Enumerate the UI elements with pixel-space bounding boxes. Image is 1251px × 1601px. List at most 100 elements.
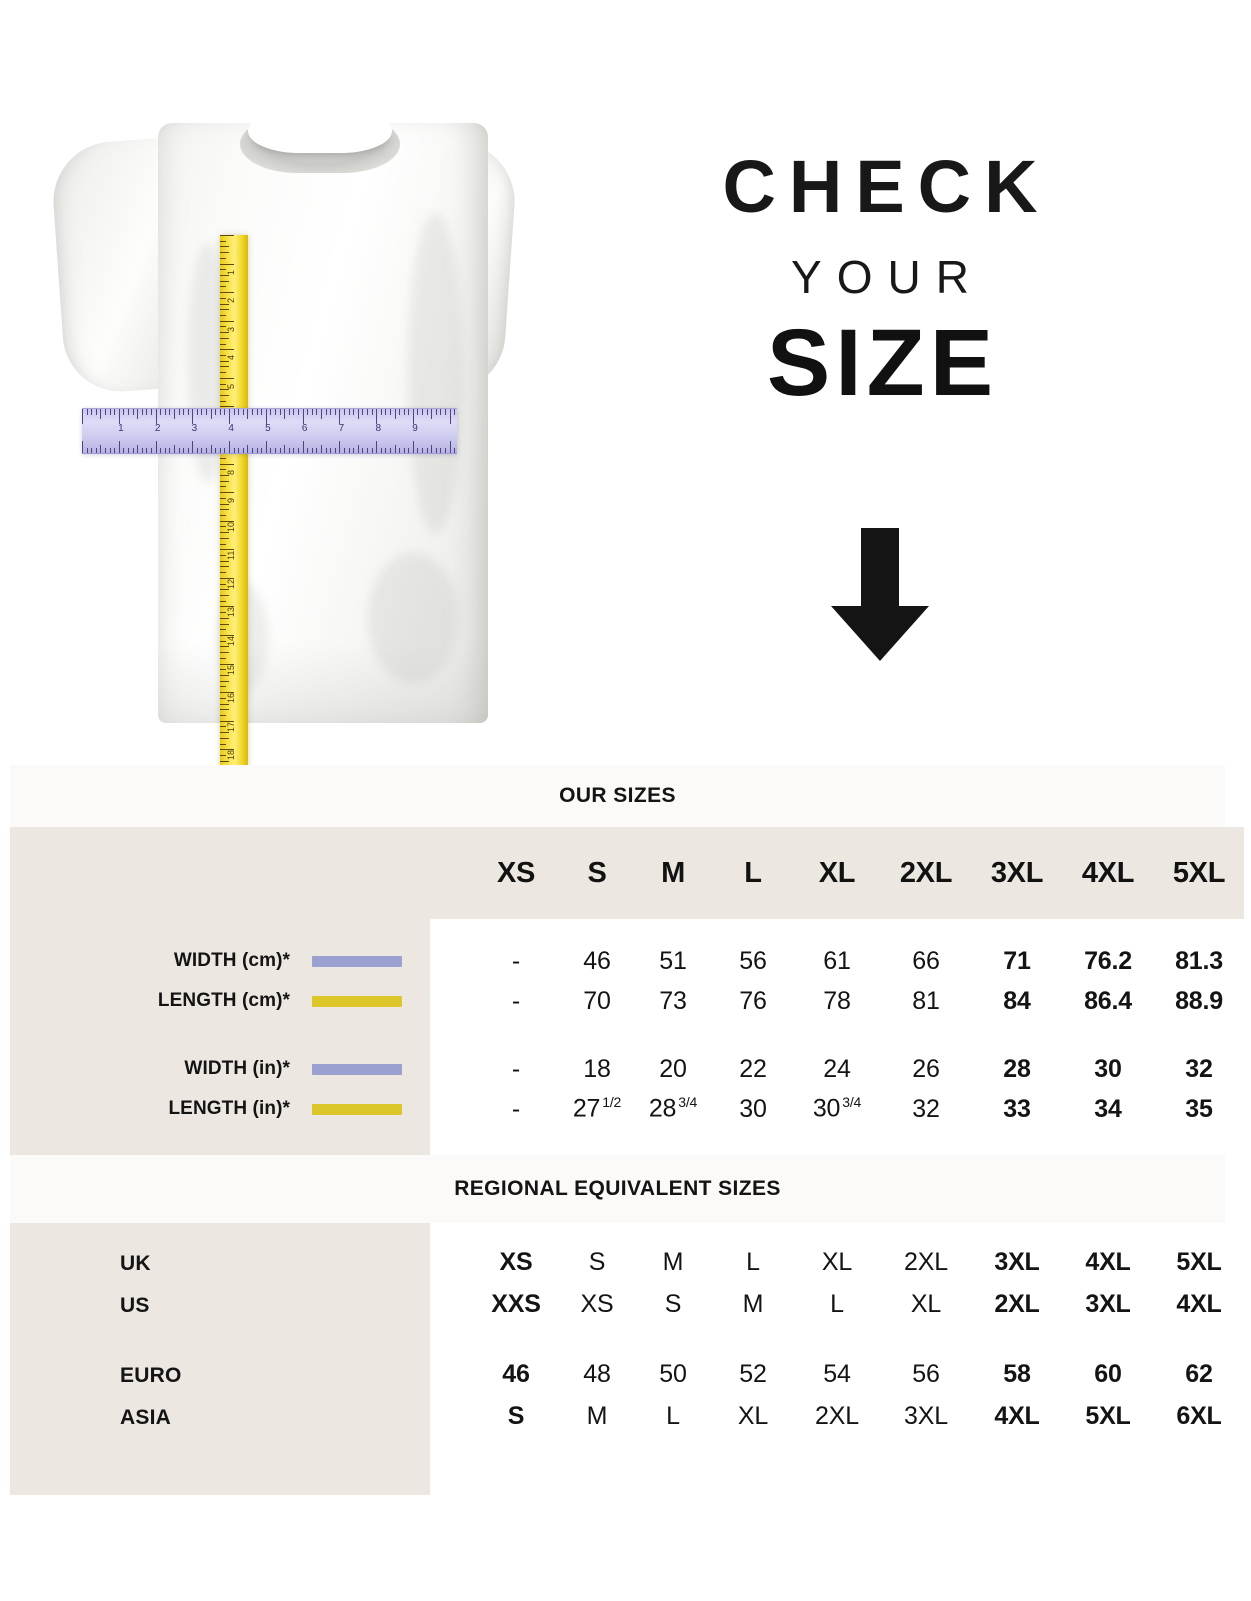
region-cell: 54 <box>823 1359 851 1388</box>
region-cell: 4XL <box>994 1401 1040 1430</box>
measurements-block: WIDTH (cm)* LENGTH (cm)* WIDTH (in)* LENGTH… <box>10 919 1244 1155</box>
region-cell: 62 <box>1185 1359 1213 1388</box>
measurement-cell: 56 <box>739 946 767 975</box>
ruler-number: 4 <box>228 423 234 434</box>
ruler-number: 9 <box>412 423 418 434</box>
region-cell: 2XL <box>994 1289 1040 1318</box>
ruler-number: 1 <box>118 423 124 434</box>
region-cell: 2XL <box>904 1247 948 1276</box>
region-cell: XL <box>910 1289 942 1318</box>
measurement-cell: 24 <box>823 1054 851 1083</box>
section-title-regional: REGIONAL EQUIVALENT SIZES <box>10 1155 1225 1223</box>
region-cell: XXS <box>491 1289 541 1318</box>
regional-block: UK US EURO ASIA XS S M L XL 2XL 3XL 4XL 5XL XXS XS S M L… <box>10 1223 1244 1495</box>
tape-number: 14 <box>226 635 236 646</box>
measurement-cell: 78 <box>823 986 851 1015</box>
region-label-euro: EURO <box>120 1364 182 1387</box>
region-cell: L <box>746 1247 760 1276</box>
region-cell: 6XL <box>1176 1401 1222 1430</box>
arrow-down-icon <box>831 528 929 661</box>
tshirt-collar-inner <box>248 109 392 153</box>
ruler-number: 7 <box>338 423 345 434</box>
measurement-cell: 33 <box>1003 1094 1031 1123</box>
ruler-number: 5 <box>265 423 271 434</box>
tape-number: 13 <box>226 607 236 618</box>
measurement-label-text: WIDTH (in)* <box>184 1058 290 1079</box>
measurement-cell: 76 <box>739 986 767 1015</box>
tape-number: 18 <box>226 750 236 761</box>
region-cell: 50 <box>659 1359 687 1388</box>
measurement-cell: 66 <box>912 946 940 975</box>
section-title-our-sizes: OUR SIZES <box>10 765 1225 827</box>
tape-number: 8 <box>226 469 236 475</box>
ruler-number: 3 <box>191 423 198 434</box>
measurement-cell: - <box>511 946 521 975</box>
region-cell: 5XL <box>1176 1247 1222 1276</box>
region-cell: M <box>742 1289 764 1318</box>
measurement-cell: 18 <box>583 1054 611 1083</box>
measurement-cell: 70 <box>583 986 611 1015</box>
measurement-label-column: WIDTH (cm)* LENGTH (cm)* WIDTH (in)* LENGTH… <box>10 919 430 1155</box>
tape-number: 16 <box>226 693 236 704</box>
region-value-row: XS S M L XL 2XL 3XL 4XL 5XL <box>430 1241 1244 1283</box>
size-column-header-4xl: 4XL <box>1081 856 1135 889</box>
tape-number: 12 <box>226 578 236 589</box>
region-value-gap <box>430 1325 1244 1353</box>
region-value-column: XS S M L XL 2XL 3XL 4XL 5XL XXS XS S M L XL 2XL 3XL 4XL 46… <box>430 1223 1244 1495</box>
size-column-header-xl: XL <box>818 856 856 889</box>
measurement-cell: 84 <box>1003 986 1031 1015</box>
tape-number: 9 <box>226 498 236 504</box>
region-cell: 2XL <box>815 1401 859 1430</box>
measurement-cell: 30 3/4 <box>812 1094 862 1123</box>
measurement-cell: 86.4 <box>1084 986 1132 1015</box>
fraction-superscript: 3/4 <box>678 1094 698 1111</box>
region-label-us: US <box>120 1294 150 1317</box>
tape-number: 4 <box>226 355 236 361</box>
measurement-label-row: WIDTH (cm)* <box>10 941 430 981</box>
measurement-color-swatch-width <box>312 955 402 967</box>
measurement-cell: 20 <box>659 1054 687 1083</box>
measurement-cell: 51 <box>659 946 687 975</box>
size-column-header-m: M <box>661 856 685 889</box>
header-label-spacer <box>10 827 430 919</box>
measurement-cell: 81 <box>912 986 940 1015</box>
page-title: CHECK YOUR SIZE <box>620 150 1140 411</box>
measurement-cell: 34 <box>1094 1094 1122 1123</box>
measurement-cell: - <box>511 1094 521 1123</box>
region-cell: XL <box>821 1247 853 1276</box>
region-label-gap <box>10 1327 430 1355</box>
region-value-row: 46 48 50 52 54 56 58 60 62 <box>430 1353 1244 1395</box>
measurement-cell: 71 <box>1003 946 1031 975</box>
size-column-header-2xl: 2XL <box>899 856 953 889</box>
measurement-cell: 81.3 <box>1175 946 1223 975</box>
tape-number: 15 <box>226 664 236 675</box>
region-cell: 48 <box>583 1359 611 1388</box>
measurement-cell: - <box>511 986 521 1015</box>
size-column-header-3xl: 3XL <box>990 856 1044 889</box>
measurement-cell: 46 <box>583 946 611 975</box>
region-cell: S <box>507 1401 525 1430</box>
measurement-cell: - <box>511 1054 521 1083</box>
region-cell: S <box>588 1247 606 1276</box>
region-cell: 58 <box>1003 1359 1031 1388</box>
region-cell: 52 <box>739 1359 767 1388</box>
headline-size: SIZE <box>766 310 999 416</box>
region-cell: XS <box>580 1289 614 1318</box>
ruler-number: 2 <box>154 423 161 434</box>
horizontal-ruler-icon: 1 2 3 4 5 6 7 8 9 <box>82 408 457 454</box>
our-sizes-title-band: OUR SIZES <box>10 765 1225 827</box>
tape-number: 3 <box>226 326 236 332</box>
size-column-header-xs: XS <box>496 856 536 889</box>
measurement-cell: 30 <box>1094 1054 1122 1083</box>
measurement-label-text: LENGTH (cm)* <box>157 990 290 1011</box>
size-header-strip: XS S M L XL 2XL 3XL 4XL 5XL <box>10 827 1244 919</box>
region-cell: 3XL <box>904 1401 948 1430</box>
tape-number: 11 <box>226 550 236 561</box>
measurement-color-swatch-length <box>312 995 402 1007</box>
ruler-number: 8 <box>375 423 381 434</box>
vertical-tape-measure-icon: 1234567891011121314151617181920 <box>220 235 248 836</box>
measurement-cell: 32 <box>912 1094 940 1123</box>
measure-label-top-pad <box>10 919 430 941</box>
measure-value-bottom-pad <box>430 1129 1244 1155</box>
measurement-label-row: LENGTH (in)* <box>10 1089 430 1129</box>
